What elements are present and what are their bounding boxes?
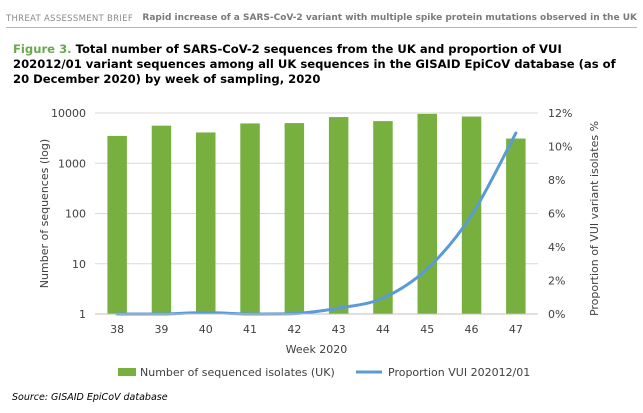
- header-document-title: Rapid increase of a SARS-CoV-2 variant w…: [142, 13, 637, 23]
- bar-series: [107, 113, 526, 315]
- right-axis-ticks: 0% 2% 4% 6% 8% 10% 12%: [548, 107, 572, 321]
- bar-week-44: [373, 121, 393, 314]
- left-axis-ticks: 1 10 100 1000 10000: [51, 107, 86, 321]
- header-section-label: THREAT ASSESSMENT BRIEF: [6, 14, 134, 24]
- x-tick-label-38: 38: [110, 323, 124, 336]
- x-tick-label-46: 46: [465, 323, 479, 336]
- x-tick-label-39: 39: [154, 323, 168, 336]
- y2-axis-label: Proportion of VUI variant isolates %: [588, 121, 601, 316]
- bar-week-42: [284, 123, 305, 315]
- x-tick-label-44: 44: [376, 323, 390, 336]
- figure-title: Total number of SARS-CoV-2 sequences fro…: [13, 42, 616, 86]
- x-tick-label-45: 45: [420, 323, 434, 336]
- legend-bar-swatch: [118, 368, 136, 376]
- chart-legend: Number of sequenced isolates (UK) Propor…: [118, 366, 530, 379]
- line-series-vui-proportion: [115, 131, 518, 316]
- bar-week-47: [506, 138, 526, 314]
- y2-tick-label-0: 0%: [548, 308, 565, 321]
- y2-tick-label-6: 12%: [548, 107, 572, 120]
- y-tick-label-2: 100: [65, 208, 86, 221]
- y-tick-label-3: 1000: [58, 157, 86, 170]
- legend-bar-label: Number of sequenced isolates (UK): [140, 366, 335, 379]
- legend-line-label: Proportion VUI 202012/01: [388, 366, 530, 379]
- y-tick-label-4: 10000: [51, 107, 86, 120]
- y2-tick-label-5: 10%: [548, 141, 572, 154]
- x-tick-label-40: 40: [199, 323, 213, 336]
- y2-tick-label-4: 8%: [548, 174, 565, 187]
- bar-week-45: [417, 113, 437, 314]
- x-tick-label-47: 47: [509, 323, 523, 336]
- y2-tick-label-2: 4%: [548, 241, 565, 254]
- header-divider: [6, 27, 637, 28]
- y-tick-label-0: 1: [79, 308, 86, 321]
- combo-chart: 1 10 100 1000 10000 0% 2% 4% 6% 8% 10% 12% 38 39 40 4…: [38, 107, 601, 379]
- bar-week-41: [240, 123, 260, 315]
- bar-week-40: [196, 132, 216, 314]
- y2-tick-label-1: 2%: [548, 275, 565, 288]
- y-tick-label-1: 10: [72, 258, 86, 271]
- figure-caption: Figure 3. Total number of SARS-CoV-2 seq…: [13, 42, 633, 87]
- x-axis-ticks: 38 39 40 41 42 43 44 45 46 47: [110, 323, 523, 336]
- bar-week-38: [107, 135, 127, 314]
- figure-label: Figure 3.: [13, 42, 72, 56]
- x-tick-label-41: 41: [243, 323, 257, 336]
- bar-week-43: [328, 117, 349, 314]
- y-axis-label: Number of sequences (log): [38, 139, 51, 288]
- bar-week-39: [151, 125, 172, 314]
- y2-tick-label-3: 6%: [548, 208, 565, 221]
- x-axis-label: Week 2020: [286, 343, 348, 356]
- x-tick-label-43: 43: [332, 323, 346, 336]
- source-note: Source: GISAID EpiCoV database: [12, 392, 168, 403]
- page-header: THREAT ASSESSMENT BRIEF Rapid increase o…: [0, 0, 643, 30]
- x-tick-label-42: 42: [287, 323, 301, 336]
